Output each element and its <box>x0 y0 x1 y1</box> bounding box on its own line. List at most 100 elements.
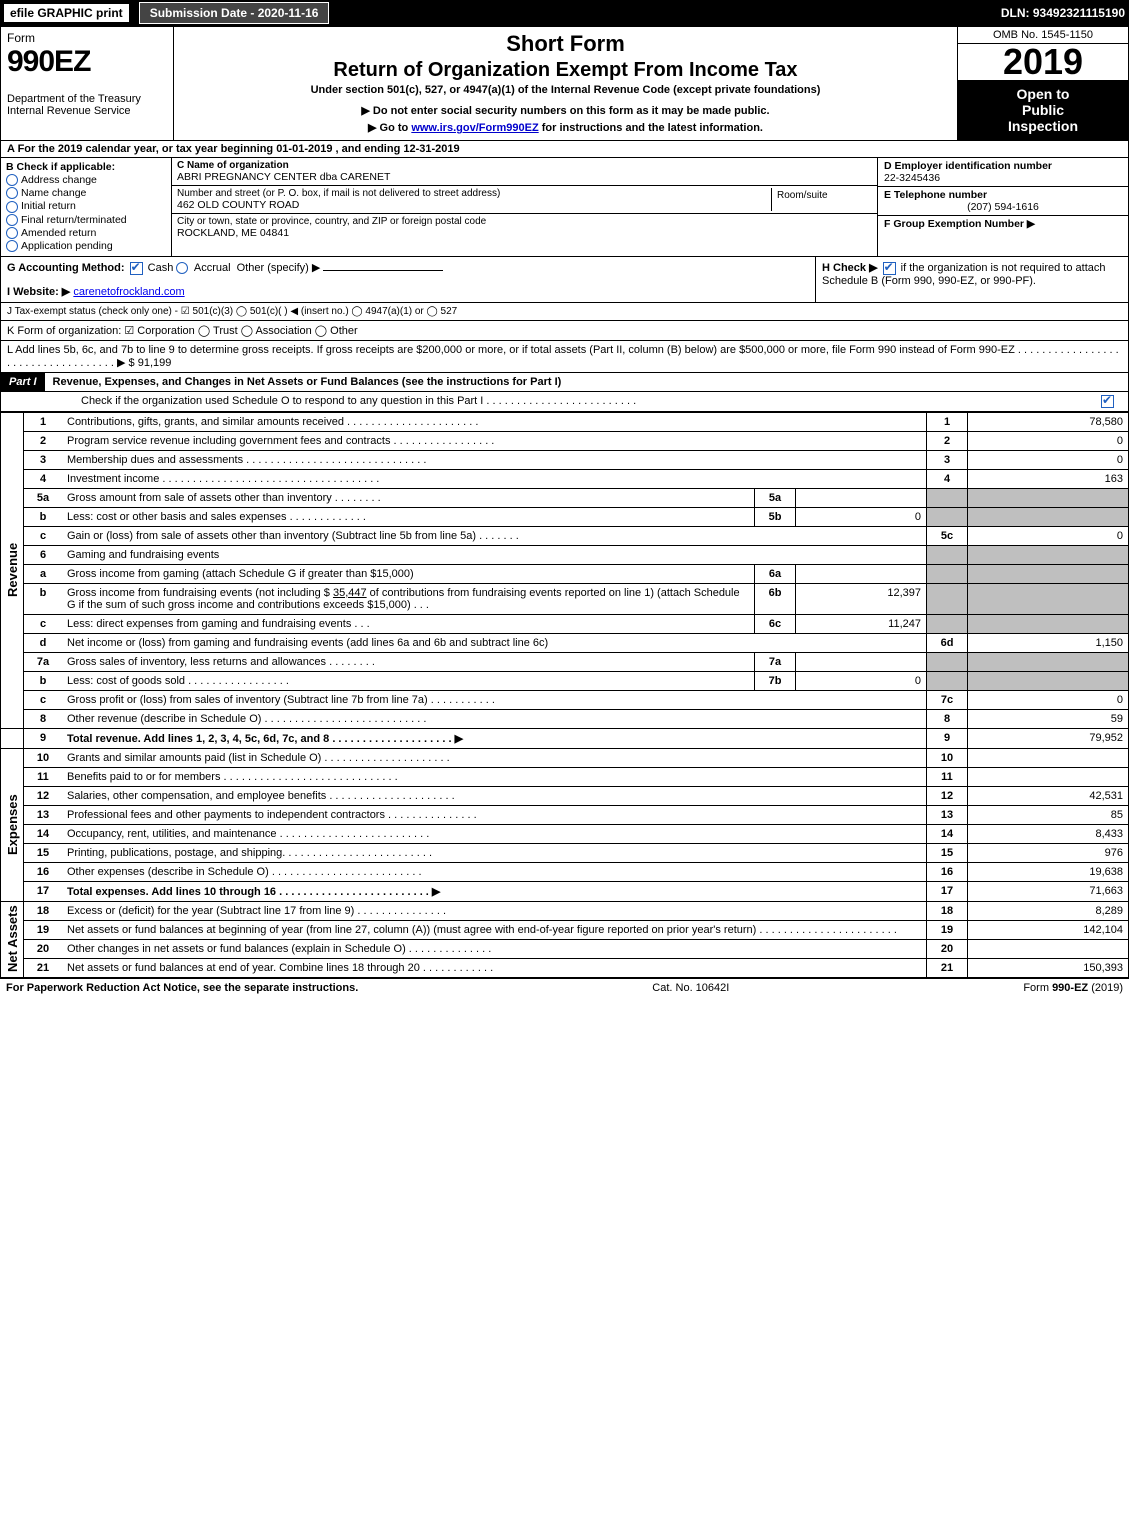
l11-desc: Benefits paid to or for members . . . . … <box>62 767 927 786</box>
l7b-desc: Less: cost of goods sold . . . . . . . .… <box>62 671 755 690</box>
l15-ref: 15 <box>927 843 968 862</box>
open2: Public <box>1022 102 1064 118</box>
l6c-shade1 <box>927 614 968 633</box>
irs-link[interactable]: www.irs.gov/Form990EZ <box>411 122 538 134</box>
l3-ref: 3 <box>927 450 968 469</box>
l6c-mval: 11,247 <box>796 614 927 633</box>
chk-application-pending[interactable] <box>6 240 18 252</box>
l5b-num: b <box>24 507 63 526</box>
l15-amt: 976 <box>968 843 1129 862</box>
chk-name-change[interactable] <box>6 187 18 199</box>
l5a-shade2 <box>968 488 1129 507</box>
goto-pre: ▶ Go to <box>368 122 411 134</box>
l19-ref: 19 <box>927 920 968 939</box>
entity-block: B Check if applicable: Address change Na… <box>0 158 1129 257</box>
goto-post: for instructions and the latest informat… <box>539 122 763 134</box>
dept-label: Department of the Treasury <box>7 93 167 105</box>
opt-initial: Initial return <box>21 200 76 212</box>
l9-num: 9 <box>24 728 63 748</box>
dln-label: DLN: 93492321115190 <box>1001 6 1125 20</box>
chk-accrual[interactable] <box>176 262 188 274</box>
l6c-desc: Less: direct expenses from gaming and fu… <box>62 614 755 633</box>
l5a-num: 5a <box>24 488 63 507</box>
chk-amended-return[interactable] <box>6 227 18 239</box>
revenue-vert-label: Revenue <box>1 412 24 728</box>
l16-desc: Other expenses (describe in Schedule O) … <box>62 862 927 881</box>
efile-label[interactable]: efile GRAPHIC print <box>4 4 129 22</box>
chk-initial-return[interactable] <box>6 201 18 213</box>
l6b-d1: Gross income from fundraising events (no… <box>67 587 333 599</box>
website-link[interactable]: carenetofrockland.com <box>73 286 184 298</box>
l1-ref: 1 <box>927 412 968 431</box>
l2-desc: Program service revenue including govern… <box>62 431 927 450</box>
l13-desc: Professional fees and other payments to … <box>62 805 927 824</box>
subtitle: Under section 501(c), 527, or 4947(a)(1)… <box>180 84 951 96</box>
l12-ref: 12 <box>927 786 968 805</box>
l7c-ref: 7c <box>927 690 968 709</box>
section-d-e-f: D Employer identification number 22-3245… <box>877 158 1128 256</box>
l18-amt: 8,289 <box>968 901 1129 920</box>
l14-desc: Occupancy, rent, utilities, and maintena… <box>62 824 927 843</box>
line-l: L Add lines 5b, 6c, and 7b to line 9 to … <box>0 341 1129 373</box>
l7b-mval: 0 <box>796 671 927 690</box>
opt-final: Final return/terminated <box>21 214 127 226</box>
l6b-shade2 <box>968 583 1129 614</box>
l6c-mref: 6c <box>755 614 796 633</box>
l9-amt: 79,952 <box>968 728 1129 748</box>
submission-date-button[interactable]: Submission Date - 2020-11-16 <box>139 2 330 24</box>
opt-pending: Application pending <box>21 240 113 252</box>
open3: Inspection <box>1008 118 1078 134</box>
l6c-shade2 <box>968 614 1129 633</box>
l2-amt: 0 <box>968 431 1129 450</box>
l6d-ref: 6d <box>927 633 968 652</box>
l5a-shade1 <box>927 488 968 507</box>
chk-final-return[interactable] <box>6 214 18 226</box>
l19-desc: Net assets or fund balances at beginning… <box>62 920 927 939</box>
line-h: H Check ▶ if the organization is not req… <box>816 257 1128 302</box>
part1-header: Part I Revenue, Expenses, and Changes in… <box>0 373 1129 392</box>
l21-num: 21 <box>24 958 63 977</box>
l7a-num: 7a <box>24 652 63 671</box>
l6-desc: Gaming and fundraising events <box>62 545 927 564</box>
l5b-mref: 5b <box>755 507 796 526</box>
l16-num: 16 <box>24 862 63 881</box>
line-a-text: A For the 2019 calendar year, or tax yea… <box>7 143 460 155</box>
expenses-vert-label: Expenses <box>1 748 24 901</box>
l5c-amt: 0 <box>968 526 1129 545</box>
l3-num: 3 <box>24 450 63 469</box>
chk-part1-schedule-o[interactable] <box>1101 395 1114 408</box>
chk-address-change[interactable] <box>6 174 18 186</box>
irs-label: Internal Revenue Service <box>7 105 167 117</box>
l7a-desc: Gross sales of inventory, less returns a… <box>62 652 755 671</box>
chk-schedule-b[interactable] <box>883 262 896 275</box>
l14-ref: 14 <box>927 824 968 843</box>
line-l-amount: 91,199 <box>138 357 172 369</box>
l8-ref: 8 <box>927 709 968 728</box>
l5c-num: c <box>24 526 63 545</box>
l8-amt: 59 <box>968 709 1129 728</box>
g-other-input[interactable] <box>323 270 443 271</box>
opt-name: Name change <box>21 187 86 199</box>
org-name: ABRI PREGNANCY CENTER dba CARENET <box>177 171 872 183</box>
l21-desc: Net assets or fund balances at end of ye… <box>62 958 927 977</box>
l4-ref: 4 <box>927 469 968 488</box>
f-label: F Group Exemption Number ▶ <box>884 218 1035 230</box>
l3-amt: 0 <box>968 450 1129 469</box>
l20-num: 20 <box>24 939 63 958</box>
l1-amt: 78,580 <box>968 412 1129 431</box>
part1-check-text: Check if the organization used Schedule … <box>81 395 636 407</box>
l19-amt: 142,104 <box>968 920 1129 939</box>
l7a-shade2 <box>968 652 1129 671</box>
l6a-shade2 <box>968 564 1129 583</box>
footer-right: Form 990-EZ (2019) <box>1023 982 1123 994</box>
form-header: Form 990EZ Department of the Treasury In… <box>0 26 1129 141</box>
footer-left: For Paperwork Reduction Act Notice, see … <box>6 982 358 994</box>
l10-ref: 10 <box>927 748 968 767</box>
chk-cash[interactable] <box>130 262 143 275</box>
page-footer: For Paperwork Reduction Act Notice, see … <box>0 978 1129 997</box>
l12-num: 12 <box>24 786 63 805</box>
l20-ref: 20 <box>927 939 968 958</box>
phone-value: (207) 594-1616 <box>884 201 1122 213</box>
l5a-desc: Gross amount from sale of assets other t… <box>62 488 755 507</box>
l4-num: 4 <box>24 469 63 488</box>
